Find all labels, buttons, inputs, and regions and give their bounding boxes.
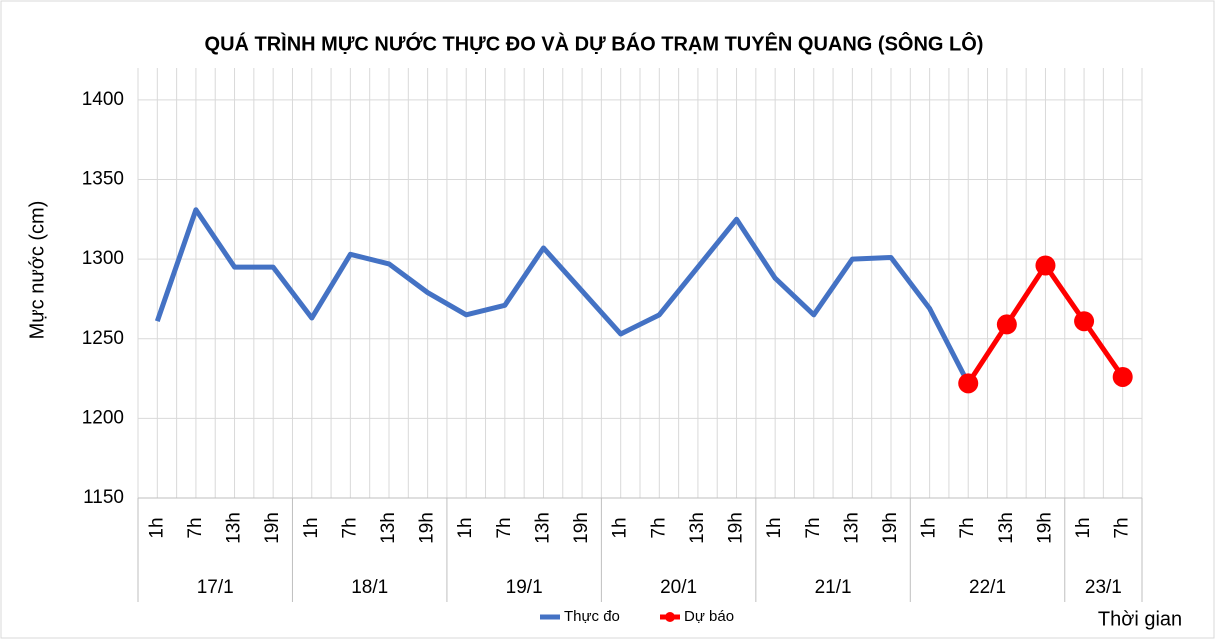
chart-title: QUÁ TRÌNH MỰC NƯỚC THỰC ĐO VÀ DỰ BÁO TRẠ… [205, 31, 984, 55]
x-tick-label: 13h [532, 512, 553, 544]
x-tick-label: 19h [262, 512, 283, 544]
y-axis-label: Mực nước (cm) [26, 201, 48, 340]
series-line [154, 207, 971, 385]
x-tick-label: 7h [494, 517, 515, 538]
x-tick-label: 1h [919, 517, 940, 538]
y-tick-label: 1200 [82, 407, 124, 428]
x-group-label: 23/1 [1085, 577, 1122, 598]
x-group-label: 18/1 [351, 577, 388, 598]
x-tick-label: 7h [803, 517, 824, 538]
x-tick-label: 7h [957, 517, 978, 538]
x-tick-label: 7h [1112, 517, 1133, 538]
y-tick-label: 1150 [83, 487, 124, 508]
x-tick-label: 7h [185, 517, 206, 538]
x-tick-label: 1h [301, 517, 322, 538]
y-tick-label: 1250 [82, 328, 124, 349]
x-axis-label: Thời gian [1098, 608, 1182, 630]
series-marker [1035, 255, 1056, 276]
x-group-label: 20/1 [660, 577, 697, 598]
legend-label: Thực đo [564, 608, 620, 625]
legend-marker [665, 612, 675, 622]
x-tick-label: 1h [1073, 517, 1094, 538]
x-tick-label: 7h [648, 517, 669, 538]
x-tick-label: 19h [726, 512, 747, 544]
x-group-label: 22/1 [969, 577, 1006, 598]
legend-label: Dự báo [684, 608, 734, 625]
series-marker [1074, 311, 1095, 332]
y-tick-label: 1400 [82, 89, 124, 110]
x-tick-label: 13h [378, 512, 399, 544]
x-tick-label: 1h [610, 517, 631, 538]
x-tick-label: 13h [996, 512, 1017, 544]
x-tick-label: 19h [571, 512, 592, 544]
y-tick-label: 1300 [82, 248, 124, 269]
series-marker [1112, 366, 1133, 387]
x-group-label: 19/1 [506, 577, 543, 598]
x-tick-label: 1h [764, 517, 785, 538]
x-tick-label: 7h [339, 517, 360, 538]
x-tick-label: 13h [687, 512, 708, 544]
x-tick-label: 19h [880, 512, 901, 544]
x-tick-label: 1h [455, 517, 476, 538]
y-tick-label: 1350 [82, 168, 124, 189]
x-tick-label: 13h [224, 512, 245, 544]
x-tick-label: 19h [417, 512, 438, 544]
series-marker [958, 373, 979, 394]
x-tick-label: 1h [146, 517, 167, 538]
x-group-label: 21/1 [815, 577, 852, 598]
x-tick-label: 19h [1034, 512, 1055, 544]
x-group-label: 17/1 [197, 577, 234, 598]
series-marker [996, 314, 1017, 335]
x-tick-label: 13h [841, 512, 862, 544]
